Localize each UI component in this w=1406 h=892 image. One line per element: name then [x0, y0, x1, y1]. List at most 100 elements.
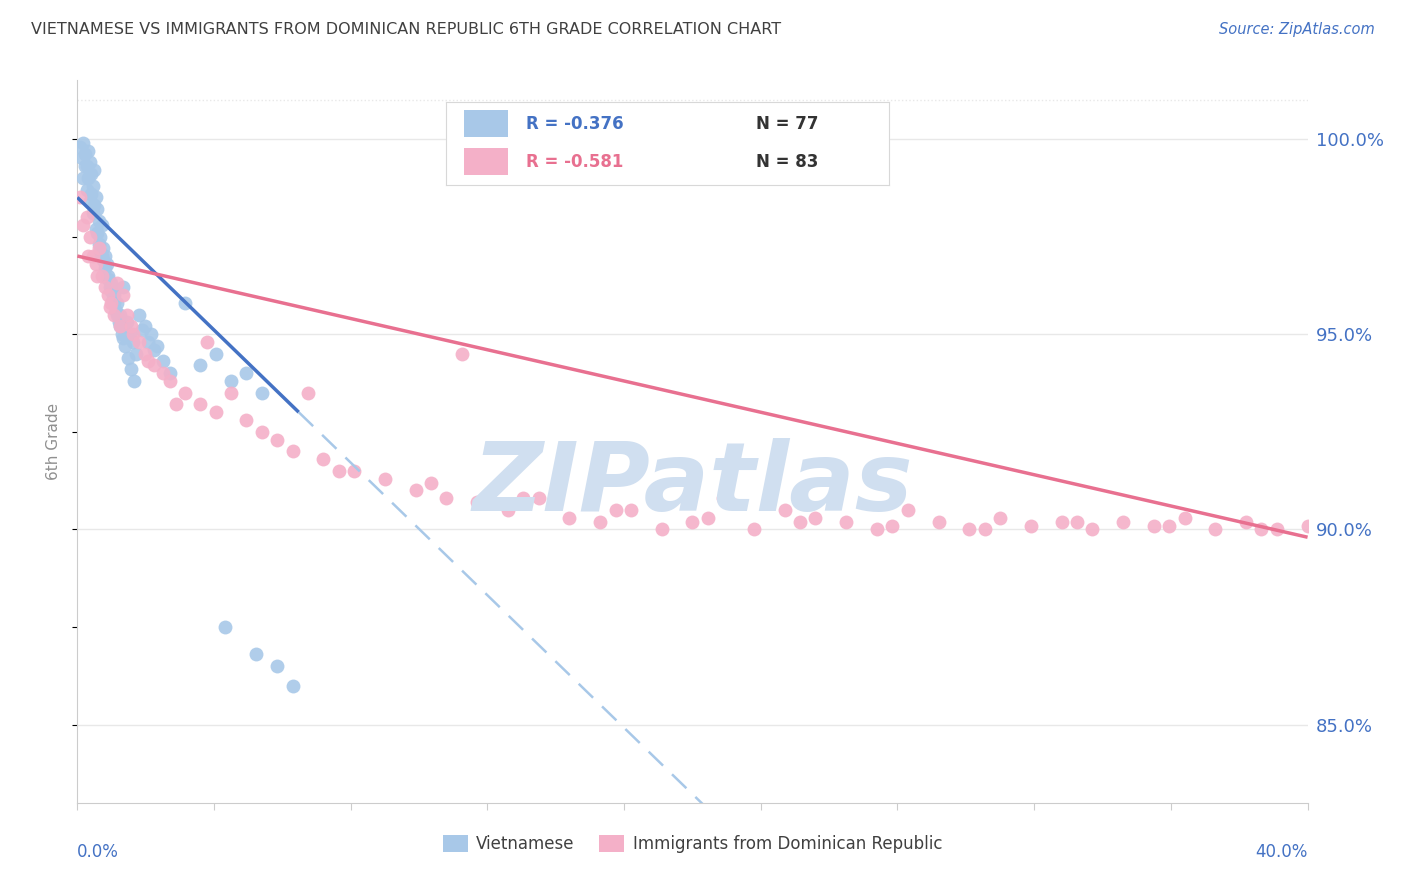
Point — [527, 491, 550, 505]
Point — [128, 334, 150, 349]
Point — [87, 237, 110, 252]
Point — [76, 210, 98, 224]
Point — [343, 464, 366, 478]
Point — [72, 170, 94, 185]
Point — [76, 159, 98, 173]
Point — [1250, 523, 1272, 537]
Point — [86, 226, 108, 240]
Y-axis label: 6th Grade: 6th Grade — [46, 403, 62, 480]
Point — [103, 288, 125, 302]
Point — [711, 491, 734, 505]
Point — [118, 327, 141, 342]
Point — [83, 163, 105, 178]
Point — [73, 159, 96, 173]
Point — [84, 221, 107, 235]
Point — [773, 503, 796, 517]
Point — [114, 339, 136, 353]
Point — [90, 218, 114, 232]
Point — [82, 206, 104, 220]
Point — [1143, 518, 1166, 533]
Point — [266, 433, 288, 447]
Point — [219, 374, 242, 388]
Point — [165, 397, 187, 411]
Point — [103, 308, 125, 322]
Point — [682, 515, 704, 529]
Point — [152, 366, 174, 380]
Point — [436, 491, 458, 505]
Point — [328, 464, 350, 478]
Point — [112, 331, 135, 345]
Point — [87, 214, 110, 228]
Point — [496, 503, 519, 517]
Point — [988, 510, 1011, 524]
Point — [82, 178, 104, 193]
Point — [97, 272, 120, 286]
Point — [103, 296, 125, 310]
Point — [450, 346, 472, 360]
Point — [110, 319, 132, 334]
Point — [204, 405, 226, 419]
Point — [117, 351, 139, 365]
Point — [1265, 523, 1288, 537]
Point — [125, 346, 148, 360]
Point — [159, 374, 181, 388]
Point — [1050, 515, 1073, 529]
Point — [77, 170, 100, 185]
Point — [98, 300, 121, 314]
Point — [112, 280, 135, 294]
Point — [882, 518, 904, 533]
Point — [405, 483, 427, 498]
Point — [152, 354, 174, 368]
Point — [120, 319, 142, 334]
Point — [70, 152, 93, 166]
Point — [94, 280, 117, 294]
Point — [120, 362, 142, 376]
Point — [86, 268, 108, 283]
Point — [90, 249, 114, 263]
Point — [69, 139, 91, 153]
Point — [115, 315, 138, 329]
Point — [866, 523, 889, 537]
Point — [131, 323, 153, 337]
Point — [77, 249, 100, 263]
Point — [94, 249, 117, 263]
Point — [100, 284, 122, 298]
Point — [97, 288, 120, 302]
Point — [79, 229, 101, 244]
Point — [297, 385, 319, 400]
Legend: Vietnamese, Immigrants from Dominican Republic: Vietnamese, Immigrants from Dominican Re… — [436, 828, 949, 860]
Point — [266, 659, 288, 673]
Point — [94, 260, 117, 275]
Text: ZIPatlas: ZIPatlas — [472, 438, 912, 532]
Point — [105, 308, 128, 322]
Point — [110, 319, 132, 334]
Point — [789, 515, 811, 529]
Point — [93, 252, 115, 267]
Point — [1234, 515, 1257, 529]
Point — [281, 444, 304, 458]
Point — [84, 257, 107, 271]
Point — [100, 277, 122, 291]
Point — [1204, 523, 1226, 537]
Text: 0.0%: 0.0% — [77, 843, 120, 861]
Point — [111, 327, 134, 342]
Point — [143, 359, 166, 373]
Point — [235, 413, 257, 427]
Point — [90, 268, 114, 283]
Point — [134, 319, 156, 334]
Point — [835, 515, 858, 529]
Point — [1081, 523, 1104, 537]
Point — [804, 510, 827, 524]
Point — [72, 218, 94, 232]
Point — [651, 523, 673, 537]
Point — [100, 296, 122, 310]
Point — [108, 315, 131, 329]
Point — [1066, 515, 1088, 529]
Point — [214, 620, 236, 634]
Point — [558, 510, 581, 524]
Point — [1174, 510, 1197, 524]
Point — [696, 510, 718, 524]
Point — [122, 374, 145, 388]
Point — [93, 241, 115, 255]
Point — [110, 308, 132, 322]
